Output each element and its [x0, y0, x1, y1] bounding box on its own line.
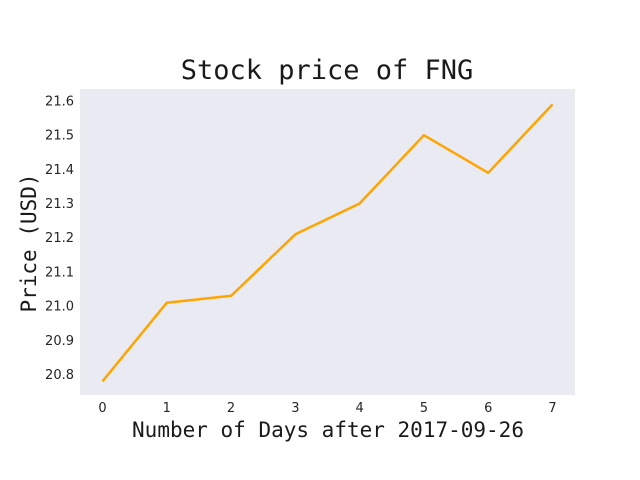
y-tick-label: 21.2: [45, 231, 74, 246]
plot-area: [80, 89, 575, 395]
y-axis-ticks: 20.8 20.9 21.0 21.1 21.2 21.3 21.4 21.5 21.6: [45, 94, 74, 383]
series-line-price: [101, 103, 554, 383]
y-tick-label: 21.6: [45, 94, 74, 109]
x-tick-label: 2: [227, 401, 235, 416]
x-tick-label: 1: [163, 401, 171, 416]
x-axis-ticks: 0 1 2 3 4 5 6 7: [98, 401, 556, 416]
y-tick-label: 21.5: [45, 129, 74, 144]
x-tick-label: 3: [291, 401, 299, 416]
y-tick-label: 21.3: [45, 197, 74, 212]
y-tick-label: 21.0: [45, 300, 74, 315]
x-tick-label: 4: [356, 401, 364, 416]
x-axis-label: Number of Days after 2017-09-26: [132, 418, 524, 442]
x-tick-label: 7: [548, 401, 556, 416]
y-axis-label: Price (USD): [17, 173, 41, 312]
y-tick-label: 20.9: [45, 334, 74, 349]
y-tick-label: 21.1: [45, 265, 74, 280]
x-tick-label: 0: [98, 401, 106, 416]
y-tick-label: 21.4: [45, 163, 74, 178]
x-tick-label: 6: [484, 401, 492, 416]
x-tick-label: 5: [420, 401, 428, 416]
y-tick-label: 20.8: [45, 368, 74, 383]
chart-title: Stock price of FNG: [181, 55, 474, 86]
